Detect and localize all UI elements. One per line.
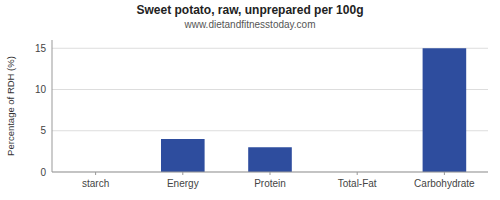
x-tick xyxy=(95,172,96,175)
grid xyxy=(52,48,488,172)
x-tick xyxy=(182,172,183,175)
x-tick-label: Protein xyxy=(254,178,286,189)
y-axis-label: Percentage of RDH (%) xyxy=(5,56,16,156)
chart-container: Sweet potato, raw, unprepared per 100g ww… xyxy=(0,0,500,200)
x-tick xyxy=(357,172,358,175)
bar xyxy=(248,147,292,172)
y-tick-label: 15 xyxy=(35,43,47,54)
subtitle: www.dietandfitnesstoday.com xyxy=(184,19,316,30)
y-tick-label: 10 xyxy=(35,84,47,95)
bar xyxy=(423,48,467,172)
title: Sweet potato, raw, unprepared per 100g xyxy=(137,3,364,17)
x-tick-label: Energy xyxy=(167,178,199,189)
x-tick xyxy=(444,172,445,175)
bars xyxy=(161,48,466,172)
x-tick-label: Total-Fat xyxy=(338,178,377,189)
y-axis-line xyxy=(52,40,53,172)
bar xyxy=(161,139,205,172)
y-tick-label: 0 xyxy=(40,167,46,178)
x-tick xyxy=(270,172,271,175)
x-tick-label: Carbohydrate xyxy=(414,178,475,189)
y-tick-label: 5 xyxy=(40,125,46,136)
chart: Sweet potato, raw, unprepared per 100g ww… xyxy=(0,0,500,200)
x-tick-label: starch xyxy=(82,178,109,189)
